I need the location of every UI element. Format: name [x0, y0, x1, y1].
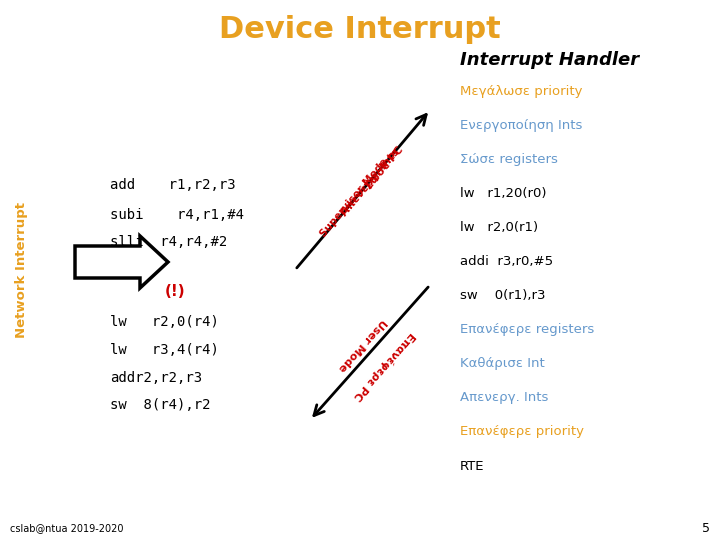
Text: cslab@ntua 2019-2020: cslab@ntua 2019-2020 [10, 523, 124, 533]
Text: Network Interrupt: Network Interrupt [16, 202, 29, 338]
Text: 5: 5 [702, 522, 710, 535]
Text: lw   r1,20(r0): lw r1,20(r0) [460, 187, 546, 200]
Text: Device Interrupt: Device Interrupt [219, 16, 501, 44]
Text: Ενεργοποίηση Ints: Ενεργοποίηση Ints [460, 119, 582, 132]
Text: slli  r4,r4,#2: slli r4,r4,#2 [110, 235, 228, 249]
Text: Supervisor Mode: Supervisor Mode [319, 157, 390, 239]
Text: Επανέφερε registers: Επανέφερε registers [460, 323, 594, 336]
Text: lw   r2,0(r4): lw r2,0(r4) [110, 315, 219, 329]
Text: Απενεργ. Ints: Απενεργ. Ints [339, 146, 402, 218]
Text: sw  8(r4),r2: sw 8(r4),r2 [110, 398, 210, 412]
Text: addr2,r2,r3: addr2,r2,r3 [110, 371, 202, 385]
Text: sw    0(r1),r3: sw 0(r1),r3 [460, 289, 546, 302]
Text: lw   r3,4(r4): lw r3,4(r4) [110, 343, 219, 357]
FancyArrow shape [75, 236, 168, 288]
Text: Σώσε registers: Σώσε registers [460, 153, 558, 166]
Text: Επανέφερε PC: Επανέφερε PC [351, 330, 417, 402]
Text: Μεγάλωσε priority: Μεγάλωσε priority [460, 85, 582, 98]
Text: subi    r4,r1,#4: subi r4,r1,#4 [110, 208, 244, 222]
Text: Καθάρισε Int: Καθάρισε Int [460, 357, 545, 370]
Text: Σώσε PC: Σώσε PC [364, 145, 405, 191]
Text: addi  r3,r0,#5: addi r3,r0,#5 [460, 255, 553, 268]
Text: Interrupt Handler: Interrupt Handler [460, 51, 639, 69]
Text: User Mode: User Mode [336, 316, 388, 373]
Text: RTE: RTE [460, 460, 485, 472]
Text: (!): (!) [165, 285, 185, 300]
Text: Επανέφερε priority: Επανέφερε priority [460, 426, 584, 438]
Text: lw   r2,0(r1): lw r2,0(r1) [460, 221, 538, 234]
Text: add    r1,r2,r3: add r1,r2,r3 [110, 178, 235, 192]
Text: Απενεργ. Ints: Απενεργ. Ints [460, 392, 549, 404]
